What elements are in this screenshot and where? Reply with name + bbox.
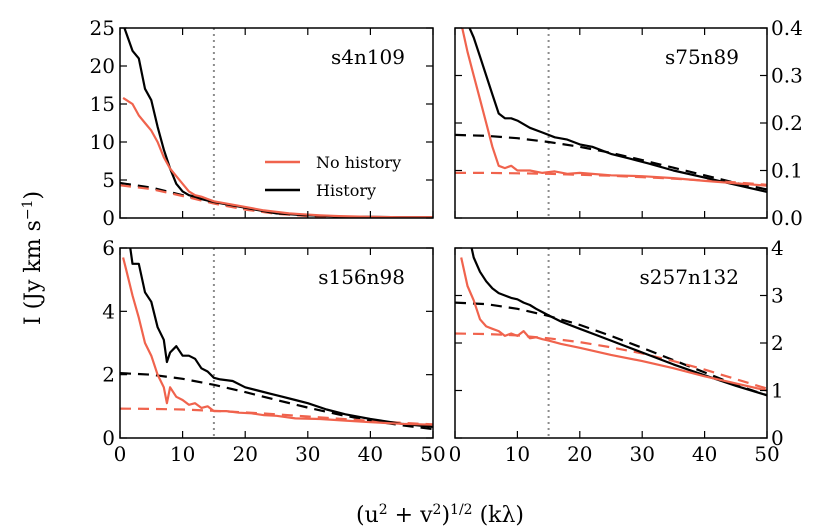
legend-history-label: History — [316, 181, 376, 200]
y-tick-label: 0.0 — [771, 206, 803, 230]
x-tick-label: 50 — [754, 442, 779, 466]
panel-s4n109: 0 5 10 15 20 25 s4n109 — [90, 16, 434, 230]
x-axis-label-d: (kλ) — [473, 503, 524, 528]
x-tick-label: 10 — [505, 442, 530, 466]
series-history-line — [470, 248, 767, 397]
x-axis-label-a-sup: 2 — [379, 502, 388, 518]
y-tick-label: 6 — [102, 236, 115, 260]
y-tick-label: 0 — [102, 206, 115, 230]
plot-area — [455, 248, 767, 438]
y-tick-label: 0.3 — [771, 64, 803, 88]
y-axis-label-sup: −1 — [20, 199, 36, 220]
panel-title: s4n109 — [331, 45, 405, 69]
y-tick-label: 5 — [102, 168, 115, 192]
x-axis-label-b: + v — [388, 503, 433, 528]
x-axis-label: (u2 + v2)1/2 (kλ) — [356, 502, 524, 528]
y-tick-label: 2 — [102, 363, 115, 387]
series-history-fit-line — [455, 301, 767, 397]
y-tick-label: 0 — [771, 426, 784, 450]
y-tick-label: 0.2 — [771, 111, 803, 135]
y-tick-label: 0.1 — [771, 159, 803, 183]
y-tick-label: 0.4 — [771, 16, 803, 40]
legend: No history History — [265, 153, 401, 200]
x-tick-label: 30 — [629, 442, 654, 466]
series-no-history-line — [122, 96, 433, 218]
y-tick-label: 3 — [771, 284, 784, 308]
y-tick-label: 4 — [771, 236, 784, 260]
y-tick-label: 2 — [771, 331, 784, 355]
x-tick-label: 40 — [692, 442, 717, 466]
plot-area — [120, 28, 433, 218]
panel-title: s156n98 — [318, 265, 405, 289]
y-tick-label: 20 — [90, 54, 115, 78]
x-tick-label: 20 — [567, 442, 592, 466]
series-no-history-line — [460, 257, 767, 392]
axes-frame — [119, 27, 434, 219]
y-tick-label: 10 — [90, 130, 115, 154]
legend-no-history-label: No history — [316, 153, 401, 172]
x-tick-label: 0 — [449, 442, 462, 466]
series-history-line — [129, 248, 433, 428]
series-history-line — [468, 28, 767, 193]
panel-title: s75n89 — [665, 45, 739, 69]
series-no-history-line — [122, 257, 433, 426]
y-axis-label-main: I (Jy km s — [21, 220, 46, 325]
x-tick-label: 0 — [114, 442, 127, 466]
y-tick-label: 15 — [90, 92, 115, 116]
y-axis-label-close: ) — [21, 191, 46, 200]
y-axis-label: I (Jy km s−1) — [20, 191, 46, 325]
y-tick-label: 25 — [90, 16, 115, 40]
x-axis-label-a: (u — [356, 503, 379, 528]
y-tick-label: 0 — [102, 426, 115, 450]
x-axis-label-c: ) — [441, 503, 450, 528]
series-no-history-line — [461, 28, 767, 187]
plot-area — [120, 248, 433, 438]
axes-frame — [119, 247, 434, 439]
x-tick-label: 10 — [170, 442, 195, 466]
x-tick-label: 50 — [420, 442, 445, 466]
x-axis-label-b-sup: 2 — [433, 502, 442, 518]
x-tick-label: 40 — [358, 442, 383, 466]
x-axis-label-c-sup: 1/2 — [450, 502, 473, 518]
x-tick-label: 30 — [295, 442, 320, 466]
panel-title: s257n132 — [640, 265, 740, 289]
y-tick-label: 4 — [102, 299, 115, 323]
x-tick-label: 20 — [232, 442, 257, 466]
panel-s156n98: 0 10 20 30 40 50 0 2 4 6 s156n98 — [102, 236, 445, 466]
plot-area — [455, 28, 767, 218]
y-tick-label: 1 — [771, 379, 784, 403]
panel-s75n89: 0.0 0.1 0.2 0.3 0.4 s75n89 — [454, 16, 803, 230]
